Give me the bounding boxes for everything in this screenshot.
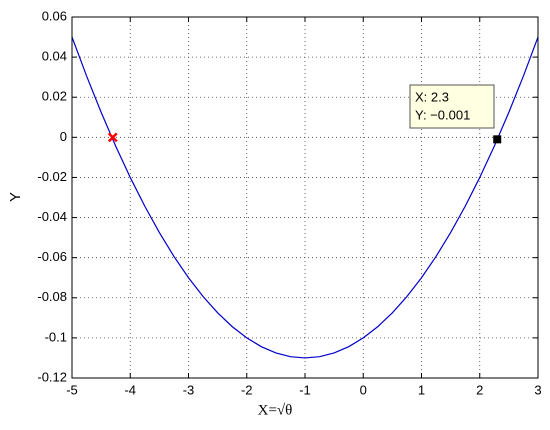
- axes-box: [71, 16, 539, 379]
- y-tick-label: -0.06: [37, 249, 67, 264]
- data: [71, 36, 539, 359]
- x-tick-label: 2: [476, 382, 483, 397]
- datatip-text: X: 2.3: [415, 89, 449, 104]
- x-tick-label: 3: [534, 382, 541, 397]
- y-tick-label: -0.04: [37, 209, 67, 224]
- y-axis-label: Y: [7, 192, 24, 202]
- datatip-text: Y: −0.001: [415, 107, 470, 122]
- x-tick-label: -2: [241, 382, 253, 397]
- y-tick-label: -0.12: [37, 369, 67, 384]
- y-tick-label: -0.08: [37, 289, 67, 304]
- y-tick-label: -0.02: [37, 169, 67, 184]
- curve: [71, 36, 539, 359]
- y-tick-label: 0.06: [42, 8, 67, 23]
- x-tick-label: -5: [66, 382, 78, 397]
- x-tick-label: -4: [124, 382, 136, 397]
- y-tick-label: 0.02: [42, 89, 67, 104]
- marker: [107, 132, 118, 143]
- marker: [493, 135, 502, 144]
- x-tick-label: -3: [183, 382, 195, 397]
- x-axis-label: X=√θ: [258, 402, 293, 418]
- y-tick-label: 0.04: [42, 49, 67, 64]
- x-tick-label: 1: [418, 382, 425, 397]
- y-tick-label: -0.1: [45, 329, 67, 344]
- x-tick-label: -1: [299, 382, 311, 397]
- y-tick-label: 0: [60, 129, 67, 144]
- x-tick-label: 0: [360, 382, 367, 397]
- datatip-box: [409, 84, 495, 129]
